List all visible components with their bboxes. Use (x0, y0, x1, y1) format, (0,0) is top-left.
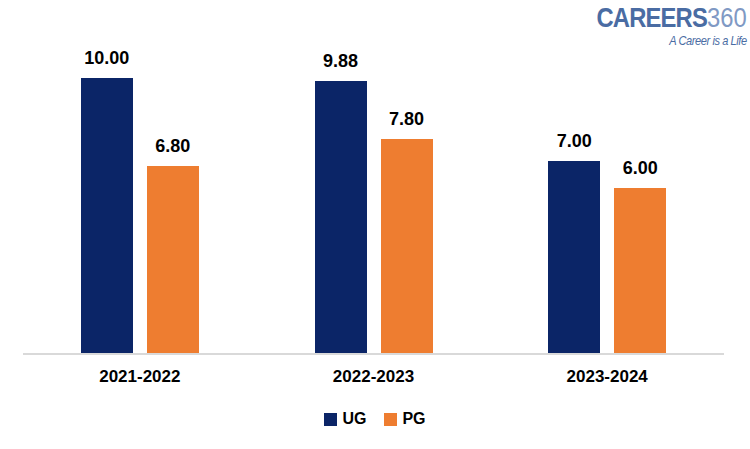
bar-ug-2023-2024: 7.00 (548, 161, 600, 354)
bar-group-2022-2023: 9.88 7.80 (257, 0, 491, 353)
category-label-2021-2022: 2021-2022 (23, 367, 257, 387)
bar-value-label: 7.80 (389, 109, 424, 130)
x-axis-line (23, 353, 724, 355)
legend-swatch-ug-icon (324, 413, 337, 426)
bar-value-label: 10.00 (84, 48, 129, 69)
legend-label-pg: PG (402, 410, 425, 428)
legend-item-ug: UG (324, 410, 366, 428)
legend-item-pg: PG (384, 410, 425, 428)
bar-pg-2022-2023: 7.80 (381, 139, 433, 354)
legend-label-ug: UG (342, 410, 366, 428)
bar-value-label: 7.00 (557, 131, 592, 152)
x-axis-labels: 2021-20222022-20232023-2024 (23, 367, 724, 387)
legend: UG PG (0, 410, 750, 428)
bar-ug-2021-2022: 10.00 (81, 78, 133, 353)
category-label-2023-2024: 2023-2024 (490, 367, 724, 387)
bar-pair: 7.00 6.00 (548, 161, 666, 354)
bar-group-2023-2024: 7.00 6.00 (490, 0, 724, 353)
bar-value-label: 9.88 (323, 51, 358, 72)
bar-value-label: 6.00 (623, 158, 658, 179)
plot-area: 10.00 6.80 9.88 7.80 7.00 6.00 (23, 0, 724, 353)
category-label-2022-2023: 2022-2023 (257, 367, 491, 387)
bar-pair: 10.00 6.80 (81, 78, 199, 353)
bar-ug-2022-2023: 9.88 (315, 81, 367, 353)
chart-screenshot: CAREERS360 A Career is a Life 10.006.809… (0, 0, 750, 449)
bar-pg-2021-2022: 6.80 (147, 166, 199, 353)
bar-pair: 9.88 7.80 (315, 81, 433, 353)
bar-value-label: 6.80 (155, 136, 190, 157)
legend-swatch-pg-icon (384, 413, 397, 426)
bar-pg-2023-2024: 6.00 (614, 188, 666, 353)
bar-group-2021-2022: 10.00 6.80 (23, 0, 257, 353)
